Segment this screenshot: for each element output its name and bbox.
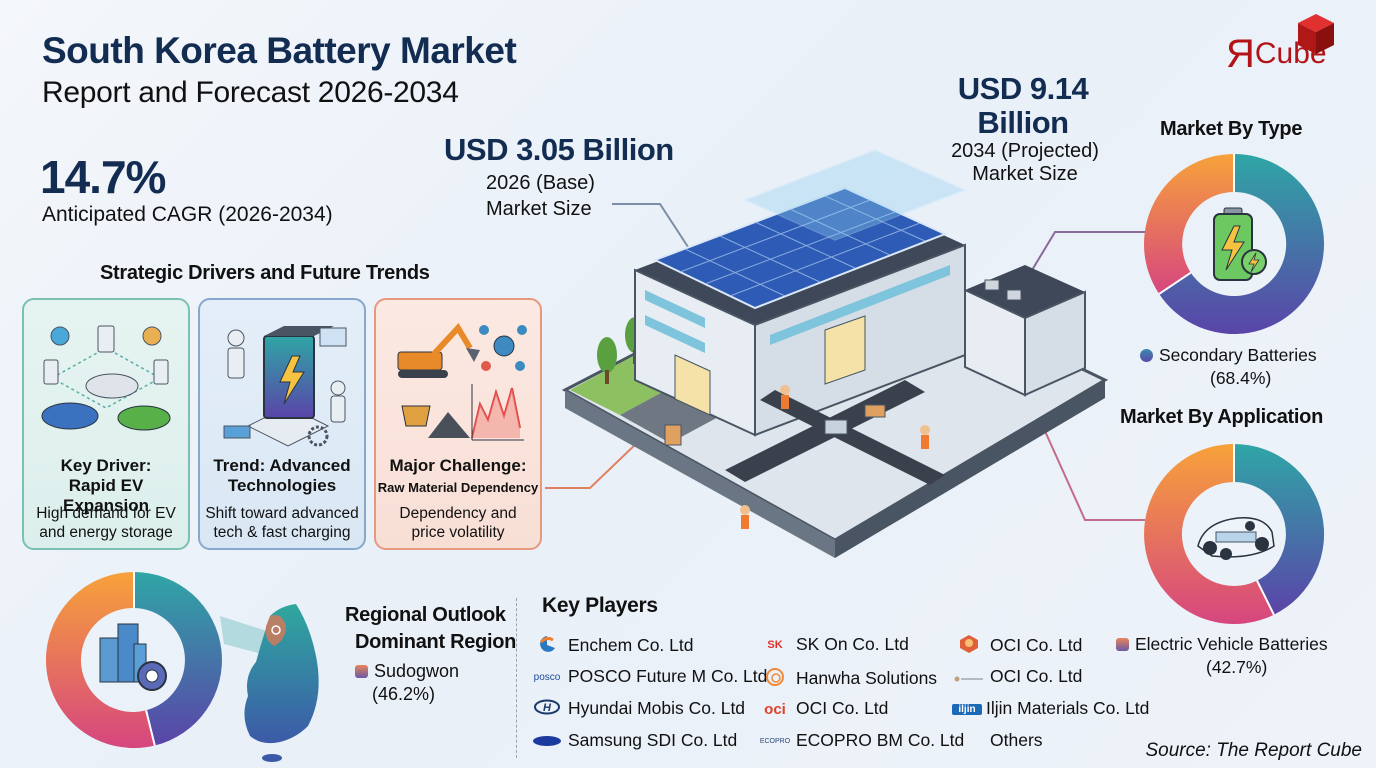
regional-donut: [45, 572, 222, 748]
market-by-type-legend: Secondary Batteries: [1140, 345, 1317, 366]
cube-icon: [1298, 14, 1334, 54]
region-legend: Sudogwon: [355, 661, 459, 682]
driver-card-trend: Trend: Advanced Technologies Shift towar…: [198, 298, 366, 550]
battery-factory-illustration: [561, 149, 1109, 558]
market-by-application-value: (42.7%): [1206, 657, 1268, 677]
projected-market-size-label: Market Size: [972, 163, 1078, 185]
cagr-value: 14.7%: [40, 151, 166, 203]
legend-dot-icon: [1140, 349, 1153, 362]
enchem-logo-icon: [530, 634, 564, 659]
sk-logo-icon: SK: [767, 639, 783, 652]
base-market-size-value: USD 3.05 Billion: [444, 132, 674, 167]
region-value: (46.2%): [372, 684, 436, 704]
legend-square-icon: [1116, 638, 1129, 651]
base-market-size-label: Market Size: [486, 198, 592, 220]
hyundai-logo-icon: H: [530, 699, 564, 720]
card-title-line2: Rapid EV Expansion: [63, 476, 149, 515]
posco-logo-icon: posco: [533, 671, 561, 683]
card-desc-line1: High demand for EV: [36, 505, 176, 522]
player-item: oci OCI Co. Ltd: [758, 698, 888, 719]
battery-icon: [1213, 207, 1267, 281]
market-by-type-donut: [1143, 154, 1324, 334]
driver-card-key-driver: Key Driver: Rapid EV Expansion High dema…: [22, 298, 190, 550]
battery-robot-icon: [223, 326, 347, 447]
card-desc-line2: price volatility: [411, 524, 505, 541]
player-item: Hanwha Solutions: [758, 666, 937, 693]
legend-square-icon: [355, 665, 368, 678]
player-item: Others: [990, 730, 1043, 750]
oci-logo-icon: oci: [764, 700, 786, 718]
player-item: Enchem Co. Ltd: [530, 634, 693, 659]
iljin-logo-icon: iljin: [952, 703, 982, 715]
player-item: Samsung SDI Co. Ltd: [530, 730, 737, 752]
key-players-heading: Key Players: [542, 594, 658, 617]
card-desc-line2: tech & fast charging: [213, 524, 351, 541]
card-title-line1: Trend: Advanced: [213, 456, 351, 475]
hanwha-logo-icon: [758, 666, 792, 693]
source-note: Source: The Report Cube: [1145, 740, 1362, 761]
card-title-line2: Technologies: [227, 476, 337, 495]
card-title-line1: Major Challenge:: [389, 456, 527, 475]
section-divider: [516, 598, 517, 758]
ecopro-logo-icon: ECOPRO: [759, 737, 791, 745]
mining-excavator-icon: [397, 323, 527, 441]
player-item: OCI Co. Ltd: [952, 634, 1082, 659]
cagr-label: Anticipated CAGR (2026-2034): [42, 203, 333, 226]
ev-chassis-icon: [1197, 517, 1275, 560]
card-desc-line2: and energy storage: [39, 524, 173, 541]
market-by-application-donut: [1144, 443, 1325, 624]
report-cube-logo: RCube: [1226, 12, 1336, 76]
player-item: iljin Iljin Materials Co. Ltd: [952, 698, 1149, 719]
market-by-application-heading: Market By Application: [1120, 406, 1323, 428]
city-gear-icon: [99, 623, 167, 691]
samsung-logo-icon: [530, 731, 564, 752]
ev-charging-icon: [41, 325, 171, 431]
card-desc-line1: Shift toward advanced: [205, 505, 359, 522]
card-desc-line1: Dependency and: [399, 505, 517, 522]
driver-card-challenge: Major Challenge: Raw Material Dependency…: [374, 298, 542, 550]
oci-small-logo-icon: [952, 667, 986, 688]
base-year-label: 2026 (Base): [486, 172, 595, 194]
market-by-type-value: (68.4%): [1210, 368, 1272, 388]
projected-year-label: 2034 (Projected): [951, 140, 1099, 162]
market-by-type-heading: Market By Type: [1160, 118, 1303, 140]
player-item: posco POSCO Future M Co. Ltd: [530, 666, 768, 687]
svg-text:H: H: [543, 702, 552, 714]
card-title-line2: Raw Material Dependency: [377, 480, 539, 495]
projected-market-size-value: USD 9.14 Billion: [957, 71, 1089, 140]
player-item: OCI Co. Ltd: [952, 666, 1082, 688]
card-title-line1: Key Driver:: [60, 456, 152, 475]
south-korea-map: [220, 604, 319, 762]
market-by-application-legend: Electric Vehicle Batteries: [1116, 634, 1328, 655]
player-item: ECOPRO ECOPRO BM Co. Ltd: [759, 730, 965, 750]
drivers-heading: Strategic Drivers and Future Trends: [100, 262, 430, 284]
regional-outlook-heading: Regional Outlook: [345, 604, 506, 626]
dominant-region-heading: Dominant Region: [355, 631, 517, 653]
player-item: SK SK On Co. Ltd: [758, 634, 908, 655]
oci-emblem-logo-icon: [952, 634, 986, 659]
page-title: South Korea Battery Market: [42, 30, 517, 71]
player-item: H Hyundai Mobis Co. Ltd: [530, 698, 745, 720]
page-subtitle: Report and Forecast 2026-2034: [42, 76, 459, 109]
